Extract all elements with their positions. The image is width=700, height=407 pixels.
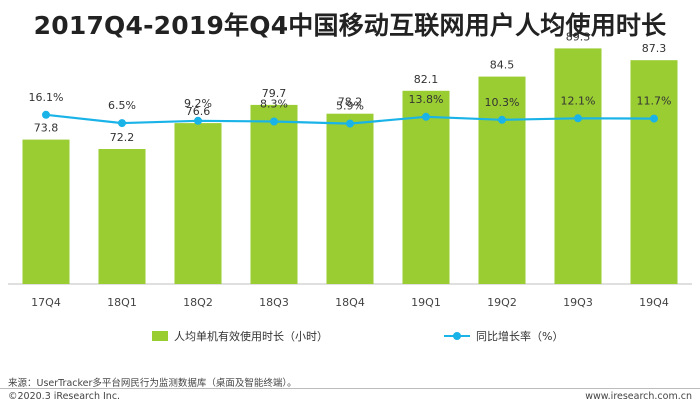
bar-19Q2 (478, 76, 526, 284)
growth-rate-label: 9.2% (184, 97, 212, 110)
bar-value-label: 73.8 (34, 122, 59, 135)
growth-rate-label: 16.1% (29, 91, 64, 104)
chart-title: 2017Q4-2019年Q4中国移动互联网用户人均使用时长 (33, 11, 667, 40)
source-note: 来源：UserTracker多平台网民行为监测数据库（桌面及智能终端）。 (8, 378, 297, 389)
growth-rate-label: 10.3% (485, 96, 520, 109)
bar-value-label: 78.2 (338, 96, 363, 109)
growth-point-18Q1 (118, 119, 126, 128)
growth-point-19Q3 (574, 114, 582, 123)
bar-18Q4 (326, 113, 374, 284)
footer-divider (0, 388, 700, 389)
growth-rate-label: 12.1% (561, 94, 596, 107)
growth-point-19Q1 (422, 112, 430, 121)
x-tick-label: 18Q3 (259, 296, 289, 309)
growth-point-18Q4 (346, 119, 354, 128)
x-tick-label: 19Q4 (639, 296, 669, 309)
bar-19Q1 (402, 90, 450, 284)
bar-value-label: 72.2 (110, 131, 135, 144)
bar-17Q4 (22, 139, 70, 284)
growth-point-18Q3 (270, 117, 278, 126)
bar-18Q2 (174, 123, 222, 284)
growth-rate-label: 8.3% (260, 98, 288, 111)
website-text: www.iresearch.com.cn (585, 391, 692, 402)
growth-rate-label: 11.7% (637, 95, 672, 108)
copyright-text: ©2020.3 iResearch Inc. (8, 391, 121, 402)
x-tick-label: 18Q4 (335, 296, 365, 309)
growth-rate-label: 5.9% (336, 100, 364, 113)
bar-value-label: 87.3 (642, 42, 667, 55)
growth-point-17Q4 (42, 110, 50, 119)
legend-bar: 人均单机有效使用时长（小时） (152, 327, 328, 345)
bar-19Q4 (630, 60, 678, 285)
x-tick-label: 18Q1 (107, 296, 137, 309)
x-tick-label: 19Q1 (411, 296, 441, 309)
legend-bar-swatch (152, 331, 168, 341)
bar-value-label: 82.1 (414, 73, 439, 86)
legend-bar-label: 人均单机有效使用时长（小时） (174, 330, 328, 343)
bar-18Q3 (250, 104, 298, 285)
growth-point-19Q4 (650, 114, 658, 123)
x-tick-label: 17Q4 (31, 296, 61, 309)
legend-line-swatch (444, 331, 470, 341)
x-tick-label: 19Q2 (487, 296, 517, 309)
bar-19Q3 (554, 48, 602, 285)
growth-point-18Q2 (194, 116, 202, 125)
x-tick-label: 18Q2 (183, 296, 213, 309)
growth-rate-label: 13.8% (409, 93, 444, 106)
bar-value-label: 76.6 (186, 105, 211, 118)
growth-point-19Q2 (498, 115, 506, 124)
bar-value-label: 84.5 (490, 59, 515, 72)
bar-value-label: 89.3 (566, 30, 591, 43)
x-tick-label: 19Q3 (563, 296, 593, 309)
bar-18Q1 (98, 149, 146, 284)
legend-line-label: 同比增长率（%） (476, 330, 564, 343)
growth-rate-label: 6.5% (108, 99, 136, 112)
bar-value-label: 79.7 (262, 87, 287, 100)
legend-line: 同比增长率（%） (444, 327, 563, 345)
